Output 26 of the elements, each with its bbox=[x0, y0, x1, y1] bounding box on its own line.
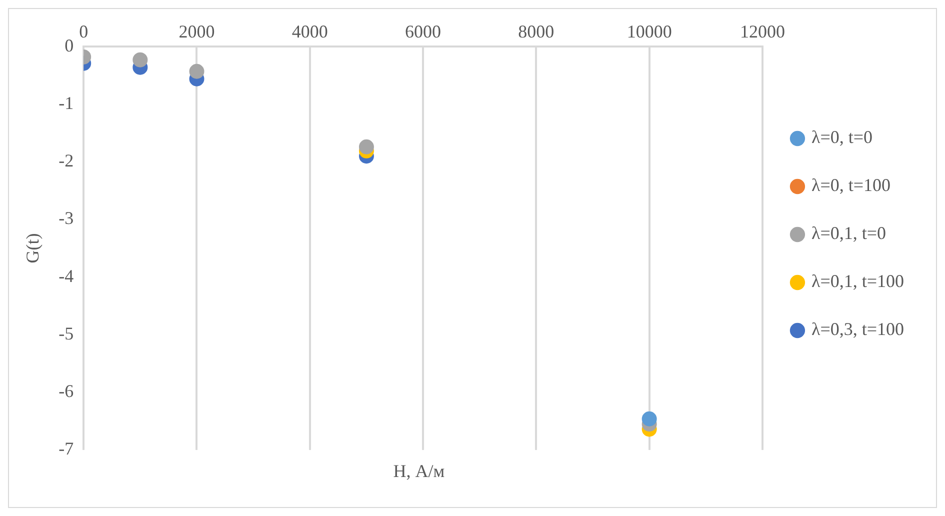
y-tick-label: 0 bbox=[64, 35, 74, 56]
x-tick-label: 12000 bbox=[740, 22, 785, 42]
y-tick-label: -3 bbox=[58, 208, 74, 228]
legend-label: λ=0, t=100 bbox=[811, 175, 890, 196]
x-tick-label: 0 bbox=[79, 22, 88, 42]
point bbox=[189, 64, 204, 79]
y-axis-title: G(t) bbox=[22, 233, 43, 264]
point bbox=[358, 139, 374, 154]
legend-label: λ=0,1, t=0 bbox=[811, 223, 886, 244]
x-tick-label: 8000 bbox=[518, 22, 554, 42]
y-tick-label: -4 bbox=[58, 266, 74, 286]
y-tick-label: -5 bbox=[58, 323, 74, 344]
y-tick-label: -2 bbox=[58, 150, 74, 171]
y-tick-label: -1 bbox=[58, 92, 74, 113]
y-tick-label: -7 bbox=[58, 438, 74, 459]
x-axis-title: H, А/м bbox=[392, 461, 446, 482]
x-tick-label: 6000 bbox=[405, 22, 442, 42]
legend-label: λ=0,3, t=100 bbox=[811, 319, 904, 340]
point bbox=[642, 411, 657, 426]
point bbox=[132, 52, 148, 68]
x-tick-label: 4000 bbox=[292, 22, 328, 42]
x-tick-label: 10000 bbox=[626, 22, 672, 42]
legend-label: λ=0, t=0 bbox=[811, 127, 872, 148]
legend-label: λ=0,1, t=100 bbox=[811, 271, 904, 292]
y-tick-label: -6 bbox=[58, 381, 74, 402]
x-tick-label: 2000 bbox=[178, 22, 215, 42]
